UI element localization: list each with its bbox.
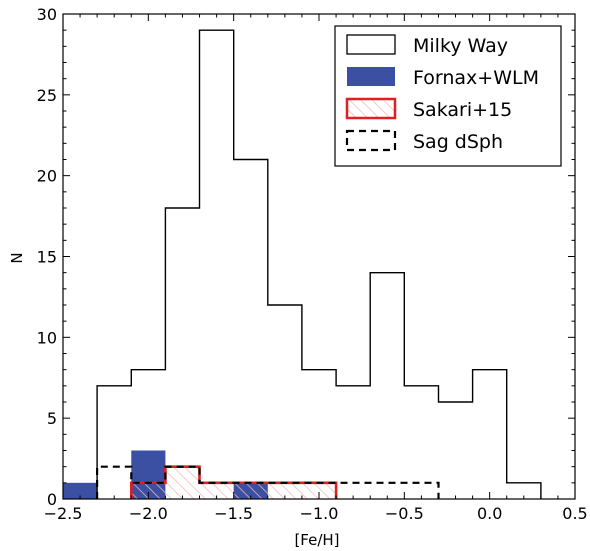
- x-tick-label: 0.0: [477, 504, 502, 523]
- x-tick-label: −1.0: [300, 504, 339, 523]
- legend-label-sag-dsph: Sag dSph: [413, 131, 503, 153]
- x-tick-label: −2.5: [44, 504, 83, 523]
- legend-label-sakari: Sakari+15: [413, 99, 512, 121]
- y-tick-label: 0: [47, 490, 57, 509]
- series-milky-way-outline: [96, 29, 542, 499]
- bar-sakari-hatch: [267, 482, 302, 499]
- legend-swatch-sakari: [345, 97, 397, 120]
- axes: −2.5 −2.0 −1.5 −1.0 −0.5 0.0 0.5 0 5 10 15 20 25 30: [37, 5, 588, 523]
- plot-area: [63, 29, 542, 499]
- bar-sakari-hatch: [199, 482, 234, 499]
- legend-swatch-sag-dsph: [345, 129, 397, 152]
- legend-swatch-milky-way: [346, 34, 396, 55]
- series-sag-dsph-outline: [96, 465, 440, 499]
- legend-label-milky-way: Milky Way: [413, 35, 508, 57]
- legend-frame: [334, 25, 562, 167]
- legend: Milky Way Fornax+WLM Sakari+15 Sag dSph: [334, 25, 562, 167]
- bar-sakari-hatch: [301, 482, 337, 499]
- bar-sakari-hatch: [233, 482, 268, 499]
- y-tick-label: 20: [37, 167, 57, 186]
- bar-sakari-hatch: [165, 466, 200, 499]
- bar-sakari-hatch: [131, 482, 166, 499]
- x-tick-label: −0.5: [385, 504, 424, 523]
- y-tick-label: 5: [47, 409, 57, 428]
- x-axis-label: [Fe/H]: [294, 531, 339, 549]
- bar-fornax-wlm: [63, 482, 98, 499]
- y-tick-label: 30: [37, 5, 57, 24]
- x-tick-label: −1.5: [214, 504, 253, 523]
- y-tick-label: 15: [37, 248, 57, 267]
- y-tick-label: 10: [37, 328, 57, 347]
- x-tick-label: −2.0: [129, 504, 168, 523]
- legend-label-fornax-wlm: Fornax+WLM: [413, 67, 539, 89]
- y-tick-label: 25: [37, 86, 57, 105]
- y-axis-label: N: [8, 252, 26, 263]
- x-tick-label: 0.5: [562, 504, 587, 523]
- legend-swatch-fornax-wlm: [347, 67, 395, 86]
